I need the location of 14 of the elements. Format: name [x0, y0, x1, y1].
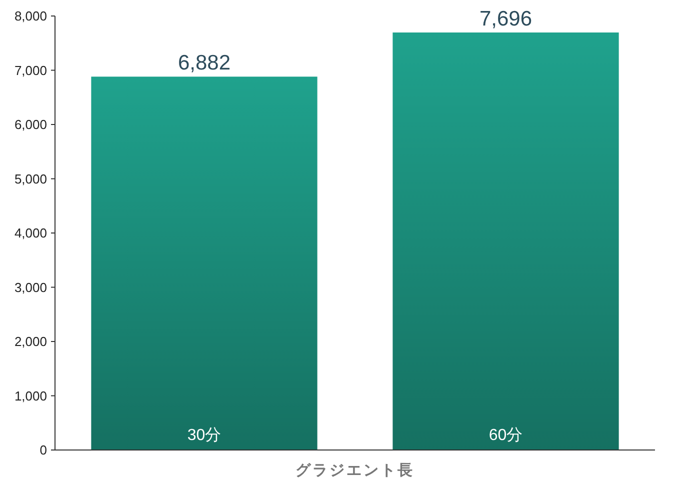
- x-tick-label: 60分: [488, 427, 523, 444]
- y-tick-label: 0: [40, 442, 47, 458]
- y-tick-label: 2,000: [14, 334, 47, 350]
- y-tick-label: 4,000: [14, 226, 47, 241]
- x-axis-title: グラジエント長: [296, 462, 414, 479]
- y-tick-label: 6,000: [14, 117, 47, 132]
- y-tick-label: 1,000: [14, 388, 47, 404]
- y-tick-label: 3,000: [14, 280, 47, 295]
- y-tick-label: 7,000: [14, 62, 47, 78]
- y-tick-label: 5,000: [14, 171, 47, 186]
- y-tick-label: 8,000: [14, 8, 47, 24]
- x-tick-label: 30分: [187, 427, 222, 444]
- data-label: 7,696: [479, 7, 532, 30]
- data-label: 6,882: [178, 52, 231, 75]
